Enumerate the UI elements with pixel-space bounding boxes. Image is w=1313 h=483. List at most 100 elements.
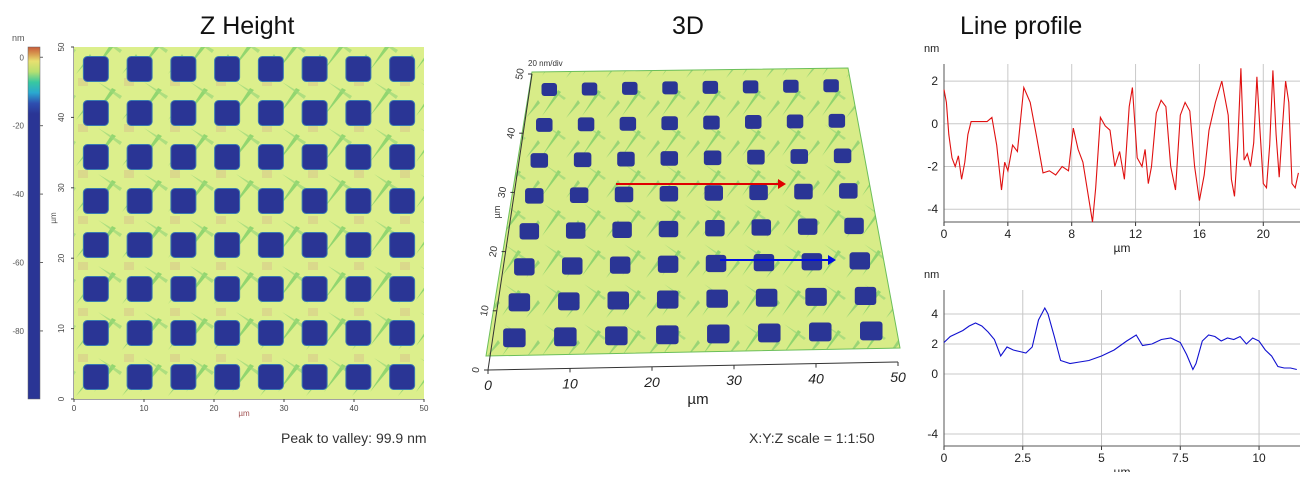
view3d-well xyxy=(607,291,630,310)
profile-title: Line profile xyxy=(960,12,1083,40)
zheight-well xyxy=(214,232,241,258)
view3d-well xyxy=(742,80,759,94)
view3d-well xyxy=(508,293,531,312)
view3d-well xyxy=(612,221,632,238)
view3d-x-axis xyxy=(487,361,899,371)
zheight-well xyxy=(214,100,241,126)
view3d-well xyxy=(661,116,678,131)
z-scale-label: 20 nm/div xyxy=(528,59,563,68)
view3d-well xyxy=(519,223,540,240)
zheight-well xyxy=(301,364,328,390)
y-tick-label: 2 xyxy=(931,337,938,351)
colorbar-tick-label: -60 xyxy=(12,259,24,268)
profile-line xyxy=(943,306,1297,371)
zheight-well xyxy=(301,100,328,126)
view3d-well xyxy=(609,256,631,274)
zheight-well xyxy=(82,276,109,302)
zheight-y-tick-label: 40 xyxy=(57,112,66,121)
view3d-well xyxy=(849,252,871,270)
zheight-well xyxy=(214,188,241,214)
view3d-note: X:Y:Z scale = 1:1:50 xyxy=(749,430,875,446)
zheight-x-tick-label: 30 xyxy=(280,404,289,413)
zheight-wells xyxy=(82,56,416,390)
y-tick-label: -4 xyxy=(927,202,938,216)
zheight-well xyxy=(170,188,197,214)
view3d-well xyxy=(745,115,762,129)
zheight-y-tick-label: 10 xyxy=(57,324,66,333)
zheight-well xyxy=(389,188,416,214)
zheight-ylabel: µm xyxy=(49,212,58,224)
zheight-well xyxy=(389,56,416,82)
view3d-well xyxy=(860,321,883,341)
zheight-well xyxy=(214,364,241,390)
zheight-well xyxy=(257,188,284,214)
zheight-well xyxy=(301,320,328,346)
y-tick-label: 0 xyxy=(931,117,938,131)
zheight-well xyxy=(257,56,284,82)
zheight-well xyxy=(82,188,109,214)
view3d-well xyxy=(839,183,858,199)
view3d-wells xyxy=(503,79,883,348)
zheight-note: Peak to valley: 99.9 nm xyxy=(281,430,427,446)
view3d-well xyxy=(565,222,586,239)
colorbar-tick-label: -20 xyxy=(12,122,24,131)
x-tick-label: 8 xyxy=(1068,227,1075,241)
view3d-well xyxy=(844,217,864,235)
x-tick-label: 4 xyxy=(1005,227,1012,241)
zheight-y-tick-label: 0 xyxy=(57,396,66,401)
view3d-surface xyxy=(485,67,901,357)
zheight-well xyxy=(170,56,197,82)
zheight-well xyxy=(301,144,328,170)
zheight-well xyxy=(214,276,241,302)
colorbar-tick-label: -80 xyxy=(12,327,24,336)
zheight-well xyxy=(82,56,109,82)
x-tick-label: 5 xyxy=(1098,451,1105,465)
y-unit-label: nm xyxy=(924,272,939,281)
zheight-well xyxy=(126,188,153,214)
view3d-well xyxy=(797,218,818,235)
view3d-well xyxy=(554,327,577,347)
view3d-y-tick-label: 10 xyxy=(479,304,492,317)
y-tick-label: 2 xyxy=(931,74,938,88)
view3d-xlabel: µm xyxy=(687,391,708,408)
zheight-well xyxy=(345,188,372,214)
zheight-well xyxy=(257,100,284,126)
zheight-well xyxy=(82,364,109,390)
x-axis-label: µm xyxy=(1114,465,1131,472)
view3d-ticks: 0 10 20 30 40 50 0 10 20 30 40 50 xyxy=(471,67,906,393)
view3d-x-tick-label: 0 xyxy=(484,377,492,393)
view3d-well xyxy=(823,79,839,93)
zheight-well xyxy=(301,56,328,82)
view3d-well xyxy=(755,288,778,307)
view3d-well xyxy=(790,149,809,164)
zheight-well xyxy=(126,56,153,82)
zheight-well xyxy=(345,364,372,390)
view3d-well xyxy=(794,183,813,200)
view3d-x-tick-label: 20 xyxy=(643,374,660,390)
zheight-y-tick-label: 20 xyxy=(57,253,66,262)
zheight-title: Z Height xyxy=(200,12,295,40)
zheight-well xyxy=(345,232,372,258)
zheight-x-tick-label: 20 xyxy=(210,404,219,413)
view3d-well xyxy=(702,80,719,94)
view3d-well xyxy=(605,326,628,346)
zheight-well xyxy=(389,276,416,302)
zheight-well xyxy=(82,100,109,126)
view3d-x-tick-label: 10 xyxy=(562,375,578,391)
zheight-well xyxy=(301,232,328,258)
zheight-well xyxy=(170,276,197,302)
zheight-well xyxy=(345,100,372,126)
zheight-well xyxy=(345,320,372,346)
view3d-well xyxy=(828,113,846,128)
zheight-x-tick-label: 10 xyxy=(140,404,149,413)
view3d-well xyxy=(747,149,765,165)
colorbar-ticks: 0 -20 -40 -60 -80 xyxy=(12,53,43,336)
zheight-well xyxy=(389,320,416,346)
zheight-well xyxy=(82,232,109,258)
view3d-well xyxy=(805,287,827,306)
zheight-well xyxy=(257,364,284,390)
zheight-well xyxy=(389,364,416,390)
view3d-well xyxy=(704,185,723,201)
profile-line xyxy=(943,68,1299,223)
